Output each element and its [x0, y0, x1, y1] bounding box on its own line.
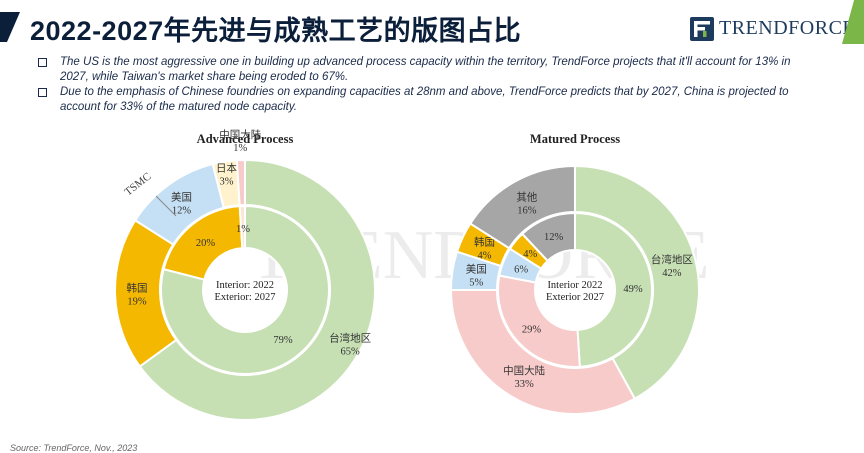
page-title: 2022-2027年先进与成熟工艺的版图占比 — [30, 16, 522, 46]
bullet-text: Due to the emphasis of Chinese foundries… — [60, 86, 789, 113]
inner-slice-label: 1% — [236, 224, 250, 235]
bullet-marker — [38, 58, 47, 67]
inner-ring-slice — [238, 204, 246, 250]
bullet-list: The US is the most aggressive one in bui… — [34, 55, 814, 115]
inner-ring-slice — [497, 274, 581, 368]
chart-title: Advanced Process — [197, 132, 294, 146]
charts-area: TRENDFORCE Advanced Process台湾地区65%韩国19%美… — [114, 128, 709, 421]
inner-slice-label: 29% — [522, 324, 542, 335]
trendforce-logo: TRENDFORCE — [690, 16, 855, 42]
center-label: Interior: 2022 Exterior: 2027 — [215, 280, 276, 303]
outer-slice-label: 日本 3% — [216, 161, 237, 187]
inner-slice-label: 20% — [196, 238, 216, 249]
trendforce-logo-icon — [690, 17, 714, 41]
title-accent — [0, 12, 20, 42]
tsmc-annotation: TSMC — [122, 170, 153, 198]
inner-slice-label: 4% — [523, 249, 537, 260]
outer-slice-label: 其他 16% — [516, 190, 537, 216]
outer-slice-label: 中国大陆 33% — [503, 364, 545, 390]
bullet-item: The US is the most aggressive one in bui… — [34, 55, 814, 84]
inner-ring-slice — [520, 211, 576, 263]
outer-slice-label: 韩国 19% — [127, 281, 148, 307]
outer-slice-label: 美国 5% — [466, 262, 487, 288]
inner-ring-slice — [574, 211, 653, 368]
tsmc-leader-line — [155, 195, 177, 217]
outer-slice-label: 韩国 4% — [474, 235, 495, 261]
inner-ring-slice — [160, 204, 330, 375]
inner-slice-label: 6% — [514, 265, 528, 276]
outer-slice-label: 美国 12% — [171, 191, 192, 217]
center-label: Interior 2022 Exterior 2027 — [546, 280, 604, 303]
inner-slice-label: 12% — [544, 232, 564, 243]
bullet-item: Due to the emphasis of Chinese foundries… — [34, 85, 814, 114]
logo-text: TRENDFORCE — [719, 17, 856, 39]
outer-slice-label: 台湾地区 65% — [329, 332, 371, 358]
inner-slice-label: 79% — [273, 335, 293, 346]
inner-slice-label: 49% — [623, 284, 643, 295]
bullet-marker — [38, 88, 47, 97]
bullet-text: The US is the most aggressive one in bui… — [60, 56, 791, 83]
outer-slice-label: 中国大陆 1% — [219, 128, 261, 154]
chart-title: Matured Process — [530, 132, 620, 146]
outer-slice-label: 台湾地区 42% — [651, 253, 693, 279]
title-bar: 2022-2027年先进与成熟工艺的版图占比 — [0, 0, 624, 48]
source-note: Source: TrendForce, Nov., 2023 — [10, 443, 138, 453]
